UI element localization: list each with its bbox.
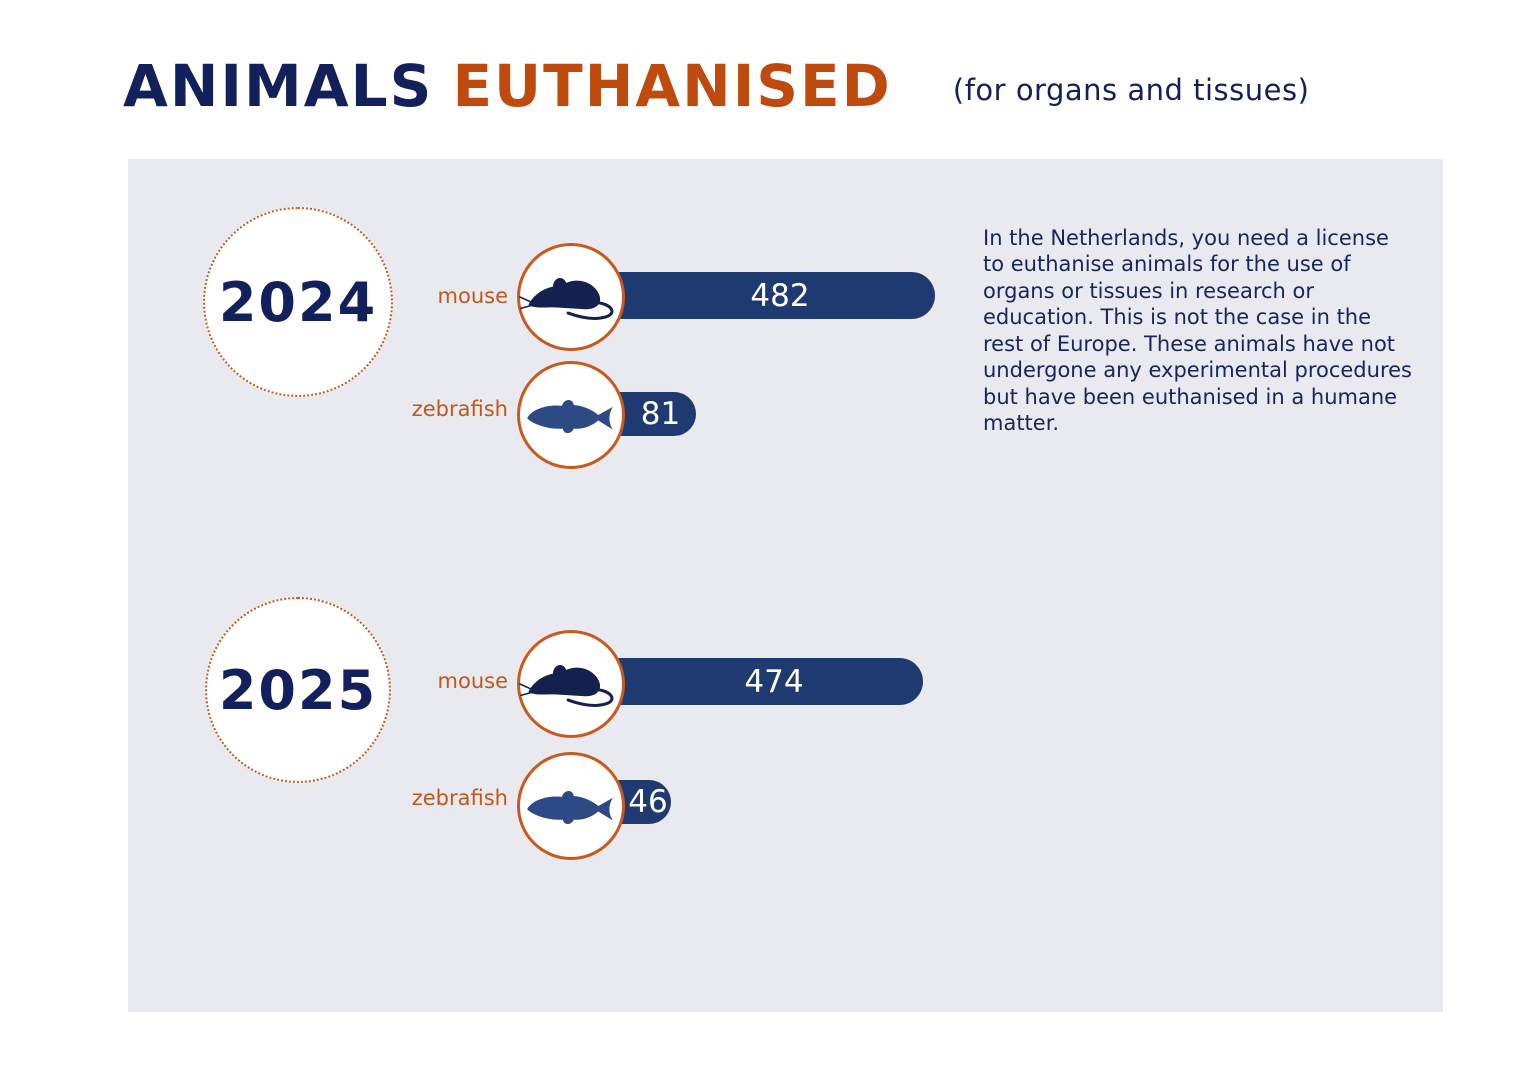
year-label-2025: 2025 (218, 658, 378, 722)
year-circle-2025: 2025 (205, 597, 391, 783)
row-label-mouse-2024: mouse (437, 284, 508, 308)
zebrafish-icon (527, 399, 613, 434)
icon-circle-mouse-2024 (517, 243, 625, 351)
bar-value-mouse-2024: 482 (750, 277, 810, 314)
icon-circle-zebrafish-2025 (517, 752, 625, 860)
page-title: ANIMALS EUTHANISED (for organs and tissu… (123, 52, 1309, 120)
chart-panel: 2024 mouse 482 zebrafish 81 2025 mouse (128, 159, 1443, 1012)
bar-value-zebrafish-2024: 81 (640, 396, 681, 432)
year-label-2024: 2024 (218, 270, 378, 334)
zebrafish-icon (527, 790, 613, 825)
description-text: In the Netherlands, you need a license t… (983, 226, 1412, 436)
bar-mouse-2025: 474 (571, 658, 923, 705)
mouse-icon (519, 665, 614, 707)
bar-value-mouse-2025: 474 (744, 663, 804, 700)
year-circle-2024: 2024 (203, 207, 393, 397)
row-label-zebrafish-2025: zebrafish (411, 786, 508, 810)
bar-value-zebrafish-2025: 46 (628, 784, 668, 820)
row-label-mouse-2025: mouse (437, 669, 508, 693)
bar-mouse-2024: 482 (571, 272, 935, 319)
title-word-euthanised: EUTHANISED (452, 52, 892, 120)
title-subtitle: (for organs and tissues) (952, 73, 1310, 107)
title-word-animals: ANIMALS (123, 52, 434, 120)
row-label-zebrafish-2024: zebrafish (411, 397, 508, 421)
mouse-icon (519, 278, 614, 320)
icon-circle-zebrafish-2024 (517, 361, 625, 469)
icon-circle-mouse-2025 (517, 630, 625, 738)
